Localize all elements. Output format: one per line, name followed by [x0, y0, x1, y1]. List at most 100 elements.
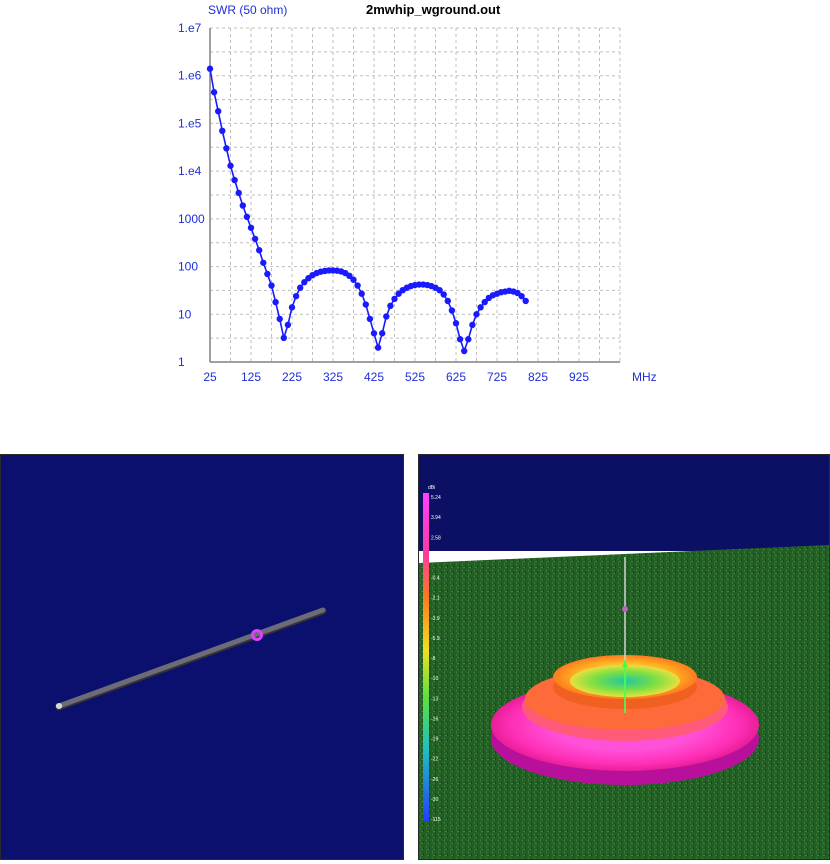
- swr-chart: 25 125 225 325 425 525 625 725 825 925 1 10 100 1000 1…: [0, 0, 830, 400]
- scale-tick-label: 2.58: [431, 535, 441, 541]
- swr-data-point: [518, 292, 525, 300]
- swr-data-point: [379, 330, 386, 337]
- swr-data-point: [215, 108, 222, 115]
- swr-data-point: [366, 315, 374, 323]
- scale-tick-label: -22: [431, 757, 438, 763]
- swr-chart-svg: 25 125 225 325 425 525 625 725 825 925 1 10 100 1000 1…: [178, 2, 657, 384]
- swr-data-point: [264, 270, 271, 278]
- swr-data-point: [374, 344, 382, 351]
- swr-data-point: [288, 304, 296, 311]
- scale-tick-label: -115: [431, 817, 441, 823]
- scale-tick-label: 1.13: [431, 555, 441, 561]
- scale-tick-label: 3.94: [431, 515, 441, 521]
- scale-tick-label: -2.1: [431, 596, 440, 602]
- swr-data-point: [272, 298, 279, 306]
- y-tick-label: 100: [178, 260, 198, 274]
- scale-tick-label: -16: [431, 716, 438, 722]
- swr-data-point: [354, 282, 361, 289]
- scale-tick-label: 5.24: [431, 495, 441, 501]
- swr-data-point: [247, 224, 255, 231]
- swr-data-point: [227, 162, 234, 169]
- swr-data-point: [362, 301, 369, 308]
- scale-tick-label: -26: [431, 777, 438, 783]
- dbi-color-scale: [423, 493, 429, 821]
- swr-data-point: [473, 311, 480, 318]
- swr-data-point: [465, 336, 472, 343]
- wire-geometry-view: [0, 454, 404, 860]
- scale-tick-label: -10: [431, 676, 438, 682]
- radiation-pattern-view: dBi 5.24 3.94 2.58 1.13 -0.4 -2.1 -3.9 -5.9 -8 -1…: [418, 454, 830, 860]
- swr-data-point: [206, 65, 214, 72]
- scale-tick-label: -30: [431, 797, 438, 803]
- y-tick-label: 10: [178, 307, 192, 321]
- swr-data-point: [243, 213, 251, 221]
- z-axis-arrow: [622, 661, 628, 667]
- x-tick-label: 125: [241, 370, 261, 384]
- swr-data-point: [239, 202, 246, 209]
- scale-tick-label: -3.9: [431, 616, 440, 622]
- swr-data-point: [297, 284, 304, 291]
- swr-data-point: [358, 290, 365, 297]
- x-tick-label: 525: [405, 370, 425, 384]
- wire-geometry-svg: [55, 607, 327, 711]
- swr-data-point: [276, 315, 283, 323]
- swr-data-point: [301, 279, 308, 286]
- y-tick-label: 1000: [178, 212, 205, 226]
- y-tick-label: 1.e4: [178, 164, 202, 178]
- scale-tick-label: -5.9: [431, 636, 440, 642]
- swr-data-point: [210, 89, 218, 96]
- y-tick-label: 1.e5: [178, 116, 202, 130]
- x-tick-label: 25: [203, 370, 217, 384]
- swr-data-point: [223, 145, 230, 152]
- x-tick-label: 625: [446, 370, 466, 384]
- x-tick-label: 725: [487, 370, 507, 384]
- y-tick-label: 1: [178, 355, 185, 369]
- radiation-pattern-svg: dBi 5.24 3.94 2.58 1.13 -0.4 -2.1 -3.9 -5.9 -8 -1…: [419, 455, 829, 859]
- swr-data-point: [292, 292, 300, 300]
- swr-data-point: [461, 347, 468, 355]
- swr-data-point: [346, 272, 353, 280]
- scale-tick-label: -8: [431, 656, 436, 662]
- swr-data-point: [456, 336, 464, 343]
- swr-data-point: [280, 334, 287, 342]
- scale-unit-label: dBi: [428, 485, 435, 491]
- wire-end-cap: [55, 703, 63, 709]
- swr-data-point: [477, 304, 484, 311]
- y-tick-label: 1.e6: [178, 69, 202, 83]
- source-marker: [622, 606, 628, 612]
- swr-data-point: [448, 307, 456, 314]
- x-tick-label: 825: [528, 370, 548, 384]
- swr-data-point: [522, 297, 529, 305]
- feedpoint-marker: [251, 629, 263, 641]
- swr-data-point: [350, 276, 357, 283]
- antenna-wire: [56, 607, 326, 709]
- swr-data-point: [440, 291, 447, 298]
- swr-data-point: [391, 295, 398, 303]
- y-axis-label: SWR (50 ohm): [208, 3, 287, 17]
- swr-data-point: [284, 321, 292, 329]
- swr-data-point: [260, 259, 267, 266]
- swr-data-point: [370, 330, 378, 337]
- chart-title: 2mwhip_wground.out: [366, 2, 501, 17]
- scale-tick-label: -0.4: [431, 576, 440, 582]
- swr-data-point: [469, 321, 476, 329]
- swr-data-point: [251, 235, 259, 243]
- scale-tick-label: -19: [431, 737, 438, 743]
- swr-data-point: [219, 127, 226, 135]
- x-tick-label: 425: [364, 370, 384, 384]
- swr-data-point: [235, 189, 242, 197]
- swr-data-point: [436, 286, 443, 294]
- x-tick-label: 925: [569, 370, 589, 384]
- swr-data-point: [452, 320, 460, 327]
- x-axis-label: MHz: [632, 370, 657, 384]
- y-tick-label: 1.e7: [178, 21, 202, 35]
- x-tick-label: 325: [323, 370, 343, 384]
- swr-data-point: [444, 297, 451, 305]
- swr-data-point: [231, 176, 238, 184]
- swr-data-point: [387, 302, 394, 310]
- swr-data-point: [268, 282, 275, 289]
- sky: [419, 455, 829, 551]
- swr-data-point: [256, 247, 263, 254]
- scale-tick-label: -13: [431, 696, 438, 702]
- swr-data-point: [383, 313, 390, 320]
